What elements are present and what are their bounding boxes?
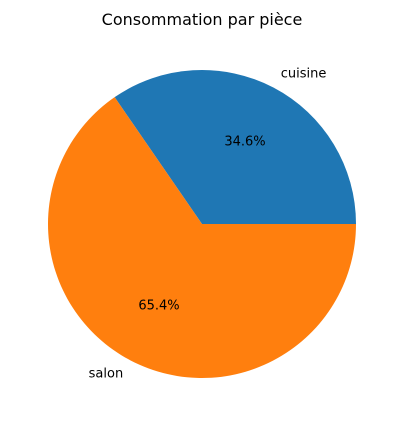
pie-category-label-cuisine: cuisine bbox=[281, 67, 327, 82]
pie-category-label-salon: salon bbox=[89, 366, 124, 381]
slices-layer bbox=[48, 69, 356, 379]
pie-slice-salon bbox=[48, 97, 356, 379]
pie-slice-cuisine bbox=[114, 69, 356, 224]
chart-title: Consommation par pièce bbox=[102, 10, 303, 29]
labels-layer: 34.6% cuisine 65.4% salon bbox=[89, 67, 327, 382]
pie-pct-label-cuisine: 34.6% bbox=[224, 135, 265, 150]
pie-pct-label-salon: 65.4% bbox=[138, 298, 179, 313]
